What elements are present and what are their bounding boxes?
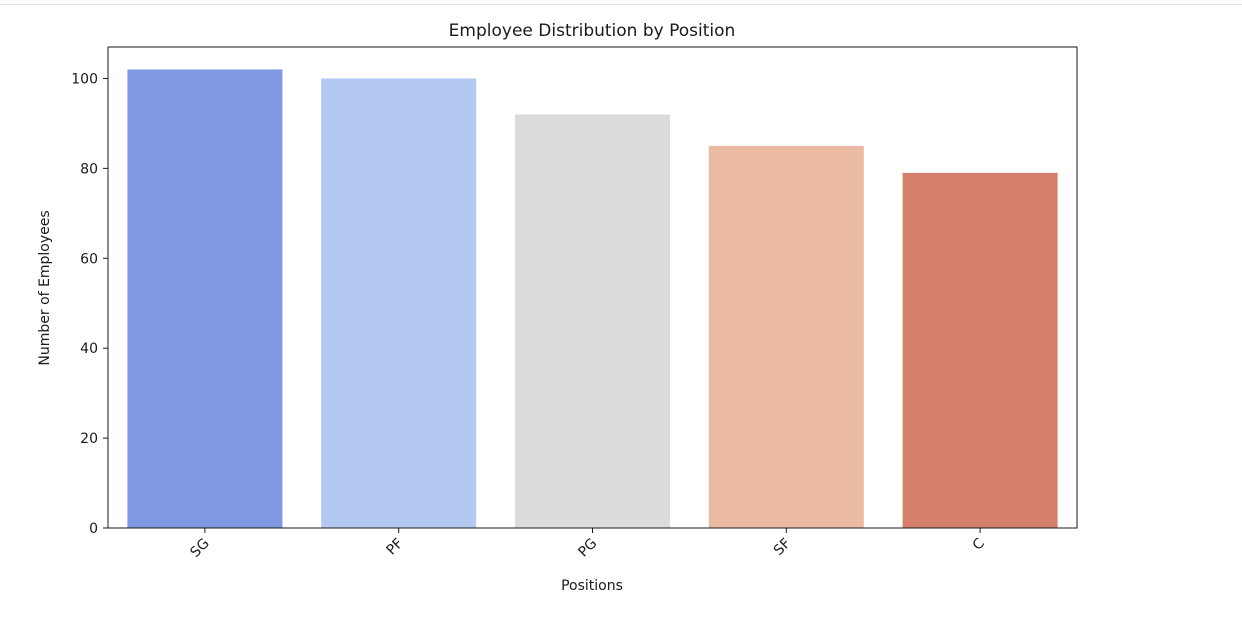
x-tick-label: C <box>970 535 988 553</box>
y-tick-label: 60 <box>80 251 98 267</box>
y-ticks-group: 0 20 40 60 80 100 <box>71 71 108 537</box>
x-ticks-group: SG PF PG SF C <box>187 528 988 561</box>
y-tick-label: 40 <box>80 341 98 357</box>
plot-frame <box>107 46 1078 529</box>
x-tick-label: PF <box>384 536 407 559</box>
notebook-cell-border <box>0 0 1242 5</box>
y-tick-label: 20 <box>80 431 98 447</box>
x-tick-label: SG <box>187 536 212 561</box>
bars-group <box>127 69 1058 529</box>
y-tick-label: 100 <box>71 71 98 87</box>
y-axis-label: Number of Employees <box>37 210 53 365</box>
bar-pf <box>321 78 477 529</box>
bar-sg <box>127 69 283 529</box>
y-tick-label: 0 <box>89 521 98 537</box>
bar-pg <box>514 114 671 529</box>
bar-sf <box>708 145 864 528</box>
y-tick-label: 80 <box>80 161 98 177</box>
x-tick-label: SF <box>771 536 794 559</box>
x-axis-label: Positions <box>561 578 623 594</box>
chart-title: Employee Distribution by Position <box>449 21 736 41</box>
x-tick-label: PG <box>575 536 600 561</box>
bar-c <box>902 172 1058 529</box>
